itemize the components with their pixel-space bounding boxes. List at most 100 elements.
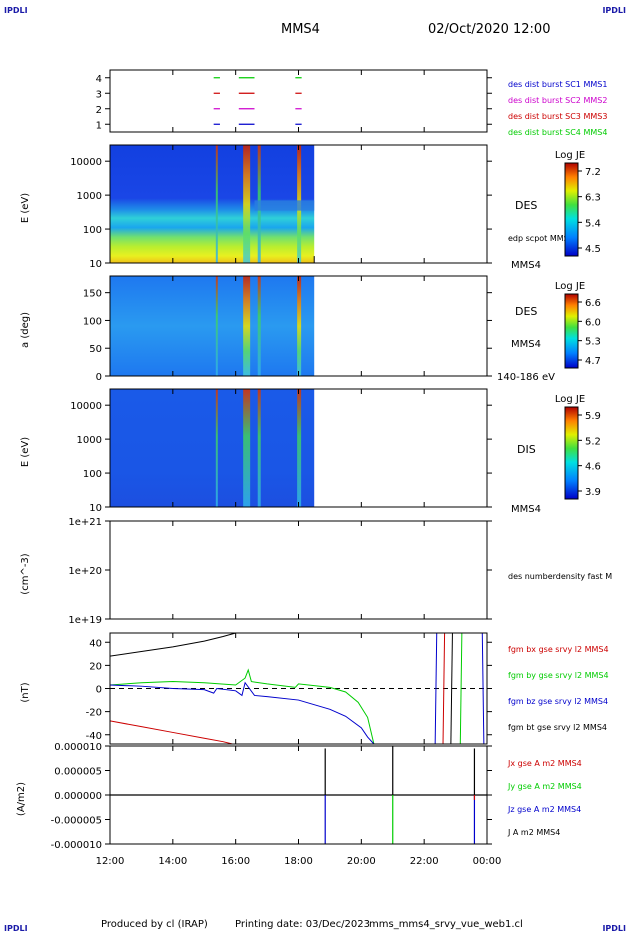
des-pitch-label: DES: [515, 305, 537, 318]
burst-feature: [297, 276, 302, 376]
time-axis-label: 20:00: [347, 856, 376, 867]
current-y-tick-label: 0.000010: [54, 742, 102, 753]
current-y-tick-label: 0.000005: [54, 767, 102, 778]
des-energy-y-tick-label: 1000: [77, 191, 102, 202]
burst-panel-frame: [109, 69, 488, 133]
des-energy-y-tick-label: 100: [83, 225, 102, 236]
current-legend-2: Jy gse A m2 MMS4: [507, 782, 582, 791]
des-pitch-y-tick-label: 100: [83, 316, 102, 327]
time-axis-label: 18:00: [284, 856, 313, 867]
footer-filename: mms_mms4_srvy_vue_web1.cl: [369, 919, 523, 930]
burst-feature: [257, 276, 261, 376]
bfield-line: [450, 633, 453, 744]
current-y-tick-label: -0.000010: [51, 840, 102, 851]
current-legend-1: Jx gse A m2 MMS4: [507, 759, 582, 768]
density-ylabel: (cm^-3): [20, 553, 31, 594]
dis-energy-spectrum: [110, 389, 315, 507]
des-energy-colorbar-tick-label: 7.2: [585, 167, 601, 178]
dis-energy-ylabel: E (eV): [20, 437, 31, 467]
bfield-ylabel: (nT): [20, 682, 31, 702]
burst-legend-1: des dist burst SC1 MMS1: [508, 80, 607, 89]
time-axis-label: 14:00: [158, 856, 187, 867]
burst-legend-2: des dist burst SC2 MMS2: [508, 96, 607, 105]
des-pitch-colorbar-title: Log JE: [555, 281, 585, 292]
bfield-line: [110, 668, 375, 744]
corner-label-bottom-right: IPDLI: [602, 924, 626, 933]
time-axis-label: 12:00: [96, 856, 125, 867]
des-energy-colorbar-tick-label: 4.5: [585, 244, 601, 255]
dis-energy-y-tick-label: 10000: [70, 401, 102, 412]
des-pitch-y-tick-label: 0: [96, 372, 102, 383]
footer-printing-date: Printing date: 03/Dec/2023: [235, 919, 371, 930]
des-pitch-colorbar-tick-label: 4.7: [585, 356, 601, 367]
dis-energy-y-tick-label: 100: [83, 469, 102, 480]
des-pitch-y-tick-label: 150: [83, 289, 102, 300]
dis-energy-colorbar-tick-label: 4.6: [585, 462, 601, 473]
bfield-line: [434, 633, 438, 744]
des-energy-colorbar: [564, 162, 579, 257]
burst-y-tick-label: 3: [96, 89, 102, 100]
bfield-line: [481, 633, 485, 744]
burst-feature: [297, 389, 302, 507]
density-y-tick-label: 1e+19: [68, 615, 102, 626]
bfield-line: [459, 633, 463, 744]
time-axis-label: 16:00: [221, 856, 250, 867]
des-energy-y-tick-label: 10000: [70, 157, 102, 168]
bfield-legend-3: fgm bz gse srvy l2 MMS4: [508, 697, 608, 706]
bfield-series-group: [110, 633, 485, 744]
bfield-y-tick-label: 0: [96, 685, 102, 696]
des-energy-sc: MMS4: [511, 260, 541, 271]
mission-title: MMS4: [281, 22, 320, 37]
des-pitch-colorbar-tick-label: 6.0: [585, 317, 601, 328]
current-y-tick-label: 0.000000: [54, 791, 102, 802]
des-pitch-colorbar-tick-label: 6.6: [585, 298, 601, 309]
des-energy-colorbar-tick-label: 5.4: [585, 218, 601, 229]
current-y-tick-label: -0.000005: [51, 816, 102, 827]
des-pitch-sc: MMS4: [511, 339, 541, 350]
burst-feature: [243, 276, 251, 376]
bfield-legend-1: fgm bx gse srvy l2 MMS4: [508, 645, 609, 654]
current-ylabel: (A/m2): [16, 782, 27, 816]
burst-feature: [243, 145, 251, 263]
dis-energy-colorbar: [564, 406, 579, 500]
bfield-line: [110, 633, 237, 657]
dis-energy-colorbar-tick-label: 3.9: [585, 487, 601, 498]
bfield-line: [442, 633, 446, 744]
dis-energy-colorbar-title: Log JE: [555, 394, 585, 405]
datetime-title: 02/Oct/2020 12:00: [428, 22, 551, 37]
des-pitch-y-tick-label: 50: [89, 344, 102, 355]
burst-feature: [215, 276, 218, 376]
burst-y-tick-label: 4: [96, 74, 102, 85]
des-energy-band: [254, 200, 315, 211]
bfield-y-tick-label: -20: [86, 708, 102, 719]
dis-energy-y-tick-label: 10: [89, 503, 102, 514]
des-energy-ylabel: E (eV): [20, 193, 31, 223]
corner-label-bottom-left: IPDLI: [4, 924, 28, 933]
des-pitch-colorbar-tick-label: 5.3: [585, 337, 601, 348]
burst-feature: [215, 145, 218, 263]
time-axis-label: 22:00: [410, 856, 439, 867]
des-energy-label: DES: [515, 199, 537, 212]
bfield-y-tick-label: 40: [89, 638, 102, 649]
dis-energy-sc: MMS4: [511, 504, 541, 515]
burst-y-tick-label: 2: [96, 105, 102, 116]
dis-energy-colorbar-tick-label: 5.9: [585, 411, 601, 422]
current-legend-3: Jz gse A m2 MMS4: [507, 805, 581, 814]
des-energy-colorbar-title: Log JE: [555, 150, 585, 161]
density-y-tick-label: 1e+21: [68, 517, 102, 528]
density-y-tick-label: 1e+20: [68, 566, 102, 577]
density-label: des numberdensity fast M: [508, 572, 612, 581]
corner-label-top-left: IPDLI: [4, 6, 28, 15]
corner-label-top-right: IPDLI: [602, 6, 626, 15]
dis-energy-label: DIS: [517, 443, 536, 456]
des-pitch-spectrum: [110, 276, 315, 376]
dis-energy-y-tick-label: 1000: [77, 435, 102, 446]
burst-feature: [243, 389, 251, 507]
bfield-legend-2: fgm by gse srvy l2 MMS4: [508, 671, 609, 680]
des-energy-colorbar-tick-label: 6.3: [585, 193, 601, 204]
current-legend-4: J A m2 MMS4: [507, 828, 560, 837]
des-pitch-range: 140-186 eV: [497, 372, 555, 383]
des-energy-sublabel: edp scpot MMS4: [508, 234, 574, 243]
time-axis-label: 00:00: [473, 856, 502, 867]
